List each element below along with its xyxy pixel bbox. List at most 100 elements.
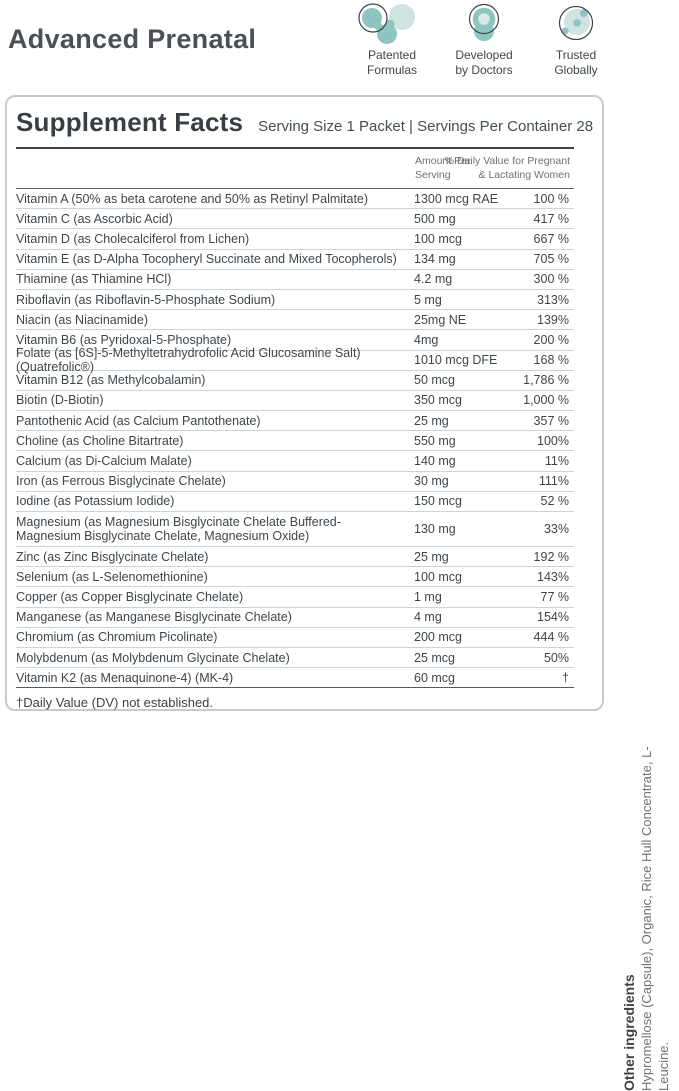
- nutrient-amount: 1010 mcg DFE: [414, 353, 498, 368]
- nutrient-amount: 134 mg: [414, 252, 456, 267]
- nutrient-amount: 150 mcg: [414, 494, 462, 509]
- nutrient-amount: 350 mcg: [414, 393, 462, 408]
- nutrient-amount: 1 mg: [414, 589, 442, 604]
- nutrient-daily-value: 11%: [544, 454, 569, 469]
- column-header-amount: Amount Per Serving: [415, 155, 471, 181]
- table-row: Iodine (as Potassium Iodide) 150 mcg 52 …: [16, 492, 574, 512]
- table-row: Vitamin D (as Cholecalciferol from Liche…: [16, 229, 574, 250]
- serving-info: Serving Size 1 Packet | Servings Per Con…: [258, 118, 594, 135]
- nutrient-name: Molybdenum (as Molybdenum Glycinate Chel…: [16, 650, 290, 665]
- nutrient-daily-value: 33%: [543, 522, 569, 536]
- nutrient-name: Choline (as Choline Bitartrate): [16, 433, 184, 448]
- globe-icon: [530, 3, 622, 45]
- nutrient-amount: 550 mg: [414, 433, 456, 448]
- nutrient-daily-value: 50%: [543, 650, 569, 665]
- nutrient-daily-value: 705 %: [533, 252, 569, 267]
- nutrient-daily-value: 444 %: [533, 630, 569, 645]
- table-row: Vitamin C (as Ascorbic Acid) 500 mg 417 …: [16, 209, 574, 230]
- nutrient-name: Niacin (as Niacinamide): [16, 312, 148, 327]
- column-header-rule: [16, 188, 574, 189]
- nutrient-daily-value: 300 %: [533, 272, 569, 287]
- daily-value-footnote: †Daily Value (DV) not established.: [16, 695, 214, 710]
- nutrient-name: Vitamin C (as Ascorbic Acid): [16, 211, 173, 226]
- badge-row: Patented Formulas Developed by Doctors: [346, 3, 622, 78]
- nutrient-name: Vitamin E (as D-Alpha Tocopheryl Succina…: [16, 252, 397, 267]
- nutrient-amount: 5 mg: [414, 292, 442, 307]
- nutrient-amount: 50 mcg: [414, 373, 455, 388]
- nutrient-name: Vitamin K2 (as Menaquinone-4) (MK-4): [16, 670, 234, 685]
- table-row: Copper (as Copper Bisglycinate Chelate) …: [16, 587, 574, 608]
- nutrient-daily-value: 200 %: [533, 332, 569, 347]
- nutrient-daily-value: 417 %: [533, 211, 569, 226]
- table-row: Zinc (as Zinc Bisglycinate Chelate) 25 m…: [16, 547, 574, 568]
- badge-label: Trusted Globally: [554, 48, 598, 77]
- nutrient-name: Riboflavin (as Riboflavin-5-Phosphate So…: [16, 292, 276, 307]
- nutrient-daily-value: 192 %: [533, 549, 569, 564]
- nutrient-name: Folate (as [6S]-5-Methyltetrahydrofolic …: [16, 346, 361, 375]
- table-row: Vitamin K2 (as Menaquinone-4) (MK-4) 60 …: [16, 668, 574, 689]
- table-row: Manganese (as Manganese Bisglycinate Che…: [16, 608, 574, 628]
- supplement-facts-header: Supplement Facts Serving Size 1 Packet |…: [16, 107, 593, 138]
- nutrient-daily-value: 100%: [537, 433, 569, 448]
- nutrient-daily-value: 1,786 %: [523, 373, 569, 388]
- nutrient-name: Vitamin A (50% as beta carotene and 50% …: [16, 191, 369, 206]
- table-row: Vitamin A (50% as beta carotene and 50% …: [16, 189, 574, 210]
- nutrient-daily-value: 1,000 %: [523, 393, 569, 408]
- nutrient-name: Magnesium (as Magnesium Bisglycinate Che…: [16, 515, 341, 543]
- nutrient-name: Manganese (as Manganese Bisglycinate Che…: [16, 610, 292, 625]
- nutrient-amount: 100 mcg: [414, 569, 462, 584]
- nutrient-name: Vitamin D (as Cholecalciferol from Liche…: [16, 231, 250, 246]
- table-row: Riboflavin (as Riboflavin-5-Phosphate So…: [16, 290, 574, 311]
- nutrient-daily-value: 111%: [538, 474, 569, 489]
- badge-label: Patented Formulas: [366, 48, 417, 77]
- nutrient-daily-value: 168 %: [533, 353, 569, 368]
- nutrient-amount: 500 mg: [414, 211, 456, 226]
- supplement-facts-title: Supplement Facts: [16, 107, 244, 137]
- table-row: Selenium (as L-Selenomethionine) 100 mcg…: [16, 567, 574, 588]
- nutrient-name: Calcium (as Di-Calcium Malate): [16, 454, 192, 469]
- nutrient-amount: 4.2 mg: [414, 272, 453, 287]
- table-row: Folate (as [6S]-5-Methyltetrahydrofolic …: [16, 346, 574, 374]
- badge-label: Developed by Doctors: [455, 48, 513, 77]
- nutrient-amount: 130 mg: [414, 522, 456, 536]
- badge-developed-by-doctors: Developed by Doctors: [438, 3, 530, 78]
- table-row: Vitamin B6 (as Pyridoxal-5-Phosphate) 4m…: [16, 330, 574, 351]
- nutrient-daily-value: 143%: [537, 569, 569, 584]
- nutrient-daily-value: 313%: [537, 292, 569, 307]
- table-row: Biotin (D-Biotin) 350 mcg 1,000 %: [16, 391, 574, 412]
- nutrient-daily-value: †: [562, 670, 569, 685]
- nutrient-amount: 4mg: [414, 332, 439, 347]
- table-row: Chromium (as Chromium Picolinate) 200 mc…: [16, 628, 574, 648]
- table-row: Molybdenum (as Molybdenum Glycinate Chel…: [16, 648, 574, 669]
- column-header-daily-value: % Daily Value for Pregnant & Lactating W…: [444, 155, 570, 181]
- doctor-icon: [438, 3, 530, 45]
- nutrient-amount: 25 mcg: [414, 650, 455, 665]
- nutrient-amount: 4 mg: [414, 610, 442, 625]
- nutrient-name: Selenium (as L-Selenomethionine): [16, 569, 208, 584]
- nutrient-amount: 200 mcg: [414, 630, 462, 645]
- nutrient-amount: 60 mcg: [414, 670, 455, 685]
- table-row: Niacin (as Niacinamide) 25mg NE 139%: [16, 310, 574, 331]
- page-title: Advanced Prenatal: [8, 24, 257, 54]
- nutrient-name: Vitamin B6 (as Pyridoxal-5-Phosphate): [16, 332, 232, 347]
- nutrient-name: Thiamine (as Thiamine HCl): [16, 272, 172, 287]
- nutrient-daily-value: 139%: [537, 312, 569, 327]
- header-rule: [16, 147, 574, 149]
- nutrient-daily-value: 667 %: [533, 231, 569, 246]
- table-row: Magnesium (as Magnesium Bisglycinate Che…: [16, 512, 574, 547]
- table-row: Thiamine (as Thiamine HCl) 4.2 mg 300 %: [16, 270, 574, 290]
- nutrient-name: Biotin (D-Biotin): [16, 393, 104, 408]
- supplement-facts-panel: Supplement Facts Serving Size 1 Packet |…: [5, 95, 604, 711]
- nutrient-amount: 1300 mcg RAE: [414, 191, 499, 206]
- other-ingredients-heading: Other ingredients: [621, 974, 637, 1091]
- nutrient-name: Iodine (as Potassium Iodide): [16, 494, 175, 509]
- nutrient-name: Iron (as Ferrous Bisglycinate Chelate): [16, 474, 226, 489]
- nutrient-amount: 25 mg: [414, 413, 449, 428]
- nutrient-name: Zinc (as Zinc Bisglycinate Chelate): [16, 549, 209, 564]
- nutrient-daily-value: 52 %: [540, 494, 570, 509]
- facts-table-body: Vitamin A (50% as beta carotene and 50% …: [16, 189, 574, 689]
- table-row: Choline (as Choline Bitartrate) 550 mg 1…: [16, 431, 574, 452]
- nutrient-daily-value: 154%: [537, 610, 569, 625]
- table-row: Iron (as Ferrous Bisglycinate Chelate) 3…: [16, 472, 574, 492]
- table-row: Vitamin E (as D-Alpha Tocopheryl Succina…: [16, 250, 574, 270]
